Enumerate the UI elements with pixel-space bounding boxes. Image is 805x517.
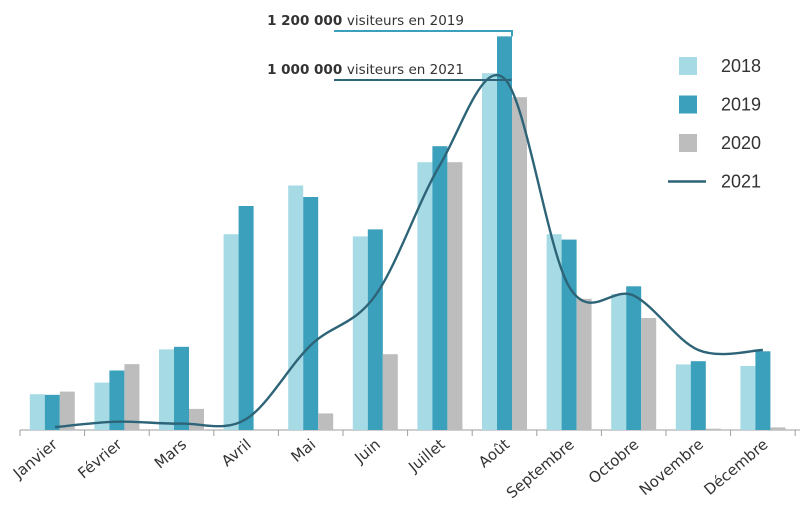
legend-label-2020: 2020 [721, 133, 761, 153]
series-line-2021 [54, 74, 763, 429]
bar-2018-8 [482, 73, 497, 430]
x-tick-label: Mars [151, 435, 190, 472]
bar-2020-12 [770, 427, 786, 430]
bar-2019-10 [626, 286, 642, 430]
x-tick-label: Septembre [503, 435, 578, 502]
x-tick-label: Février [74, 435, 126, 483]
legend-label-2021: 2021 [721, 172, 761, 192]
x-tick-label: Décembre [701, 435, 772, 499]
bar-2018-5 [288, 185, 304, 430]
annotation-value: 1 200 000 [267, 13, 347, 29]
x-tick-marks [19, 430, 796, 436]
annotation-text: visiteurs en 2021 [347, 62, 464, 78]
bar-2018-6 [352, 236, 368, 430]
bar-2019-4 [238, 206, 254, 430]
annotation-label-2019: 1 200 000 visiteurs en 2019 [267, 13, 464, 29]
bar-2019-3 [174, 346, 189, 430]
legend-swatch-2020 [679, 134, 697, 152]
bar-2020-11 [705, 428, 721, 430]
bar-2019-6 [367, 229, 383, 430]
annotation-label-2021: 1 000 000 visiteurs en 2021 [267, 62, 464, 78]
bar-2020-9 [576, 298, 592, 430]
bar-2019-1 [44, 394, 60, 430]
legend-swatch-2018 [679, 57, 697, 75]
annotation-leader-2019 [334, 30, 513, 37]
bar-2018-12 [740, 366, 756, 430]
bar-group [29, 36, 786, 431]
bar-2020-6 [382, 354, 398, 430]
bar-2018-1 [29, 394, 45, 430]
bar-2018-11 [675, 364, 691, 430]
bar-2018-9 [546, 234, 562, 430]
bar-2020-3 [189, 408, 204, 430]
x-tick-label: Août [475, 435, 513, 471]
x-tick-label: Mai [288, 435, 320, 466]
bar-2020-10 [641, 318, 657, 430]
x-axis-labels: Janvier Février Mars Avril Mai Juin Juillet Aoû… [9, 435, 771, 502]
bar-2018-3 [159, 349, 174, 430]
bar-2018-2 [94, 382, 110, 430]
x-tick-label: Octobre [585, 435, 642, 487]
legend-label-2019: 2019 [721, 95, 761, 115]
bar-2019-2 [109, 370, 125, 430]
legend-label-2018: 2018 [721, 56, 761, 76]
bar-2020-1 [59, 391, 75, 430]
bar-2019-5 [303, 197, 319, 430]
x-tick-label: Novembre [636, 435, 707, 499]
annotations: 1 200 000 visiteurs en 2019 1 000 000 vis… [267, 13, 513, 81]
legend: 2018 2019 2020 2021 [668, 56, 761, 192]
annotation-text: visiteurs en 2019 [347, 13, 464, 29]
bar-2018-4 [223, 234, 239, 430]
x-tick-label: Avril [218, 435, 255, 470]
bar-2020-7 [447, 162, 463, 430]
bar-2020-8 [512, 97, 527, 430]
bar-2018-10 [611, 294, 627, 430]
legend-swatch-2019 [679, 95, 697, 114]
bar-2018-7 [417, 162, 433, 430]
bar-2019-8 [497, 36, 512, 431]
bar-2020-5 [318, 413, 334, 430]
bar-2020-2 [124, 364, 140, 430]
bar-2019-12 [755, 351, 771, 430]
annotation-leader-2021 [334, 78, 512, 81]
x-tick-label: Juillet [404, 435, 448, 476]
x-tick-label: Juin [350, 435, 383, 467]
bar-2019-7 [432, 146, 448, 430]
x-tick-label: Janvier [9, 435, 61, 483]
bar-2019-11 [690, 361, 706, 430]
annotation-value: 1 000 000 [267, 62, 347, 78]
bar-2019-9 [561, 239, 577, 430]
